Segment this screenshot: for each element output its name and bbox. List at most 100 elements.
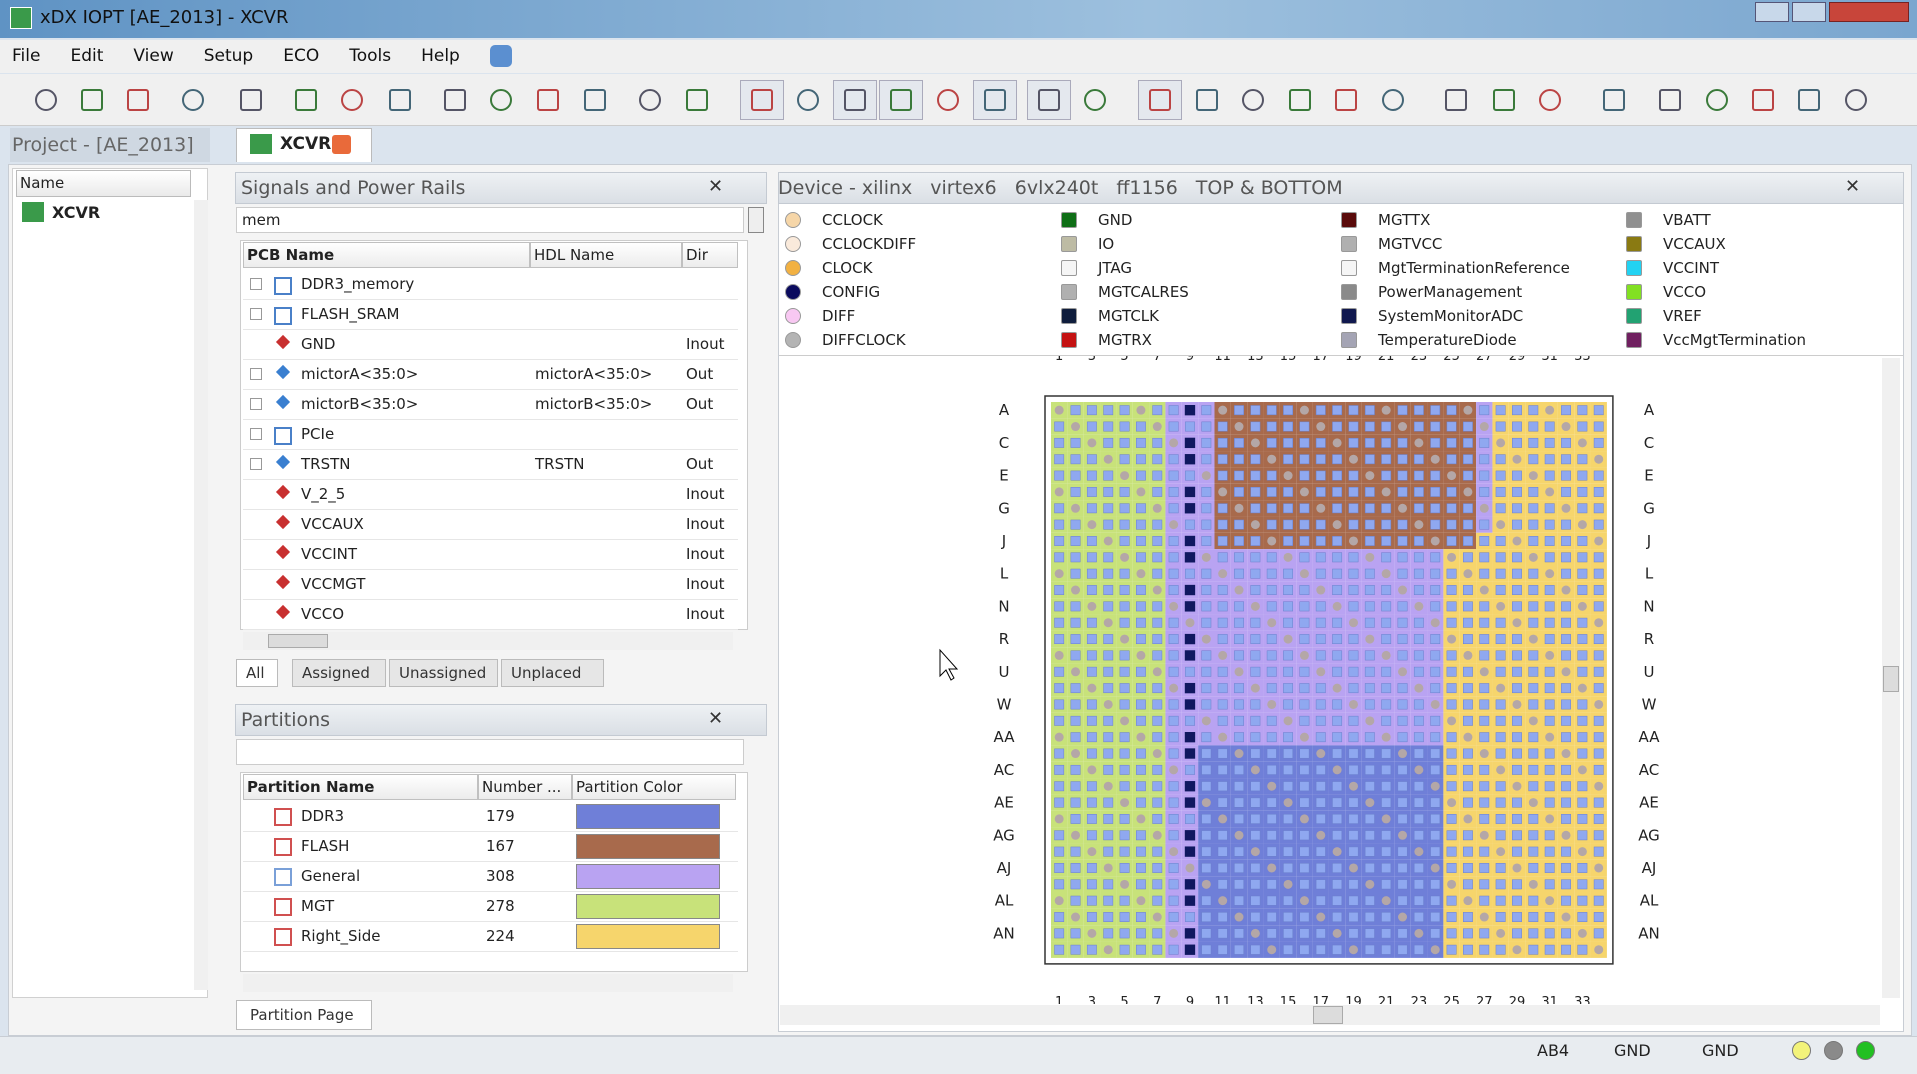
expand-toggle[interactable]: [250, 308, 262, 320]
signal-name[interactable]: VCCMGT: [301, 575, 366, 593]
menu-item[interactable]: Help: [421, 46, 460, 66]
filter-tab[interactable]: [501, 659, 604, 687]
column-header[interactable]: Number ...: [482, 778, 562, 796]
column-header[interactable]: PCB Name: [247, 246, 335, 264]
toolbar-icon[interactable]: [536, 89, 559, 111]
signals-filter[interactable]: mem: [242, 211, 281, 229]
menu-item[interactable]: View: [133, 46, 174, 66]
project-item[interactable]: XCVR: [52, 203, 101, 222]
maximize-button[interactable]: [1792, 2, 1826, 22]
partition-name[interactable]: MGT: [301, 897, 335, 915]
partition-page-label[interactable]: Partition Page: [250, 1006, 354, 1024]
partition-page-tab[interactable]: [236, 1000, 372, 1030]
expand-toggle[interactable]: [250, 458, 262, 470]
toolbar-icon[interactable]: [80, 89, 103, 111]
toolbar-icon[interactable]: [685, 89, 708, 111]
partitions-close[interactable]: ✕: [708, 708, 724, 729]
toolbar-icon[interactable]: [388, 89, 411, 111]
filter-tab-label[interactable]: Unassigned: [399, 664, 487, 682]
toolbar-icon[interactable]: [443, 89, 466, 111]
toolbar-button-frame[interactable]: [879, 80, 924, 120]
toolbar-button-frame[interactable]: [739, 80, 784, 120]
toolbar-icon[interactable]: [843, 89, 866, 111]
filter-tab-label[interactable]: Assigned: [302, 664, 370, 682]
menu-item[interactable]: Setup: [203, 46, 254, 66]
toolbar-icon[interactable]: [1844, 89, 1867, 111]
minimize-button[interactable]: [1755, 2, 1789, 22]
toolbar-icon[interactable]: [127, 89, 150, 111]
toolbar-button-frame[interactable]: [1026, 80, 1071, 120]
partition-name[interactable]: Right_Side: [301, 927, 381, 945]
signal-name[interactable]: VCCAUX: [301, 515, 364, 533]
toolbar-icon[interactable]: [35, 89, 58, 111]
device-vscroll-thumb[interactable]: [1883, 666, 1899, 692]
column-header[interactable]: Dir: [686, 246, 708, 264]
toolbar-icon[interactable]: [1084, 89, 1107, 111]
partition-name[interactable]: DDR3: [301, 807, 345, 825]
xcvr-tab-close[interactable]: [332, 135, 351, 154]
toolbar-icon[interactable]: [182, 89, 205, 111]
filter-tab-label[interactable]: All: [246, 664, 265, 682]
signal-name[interactable]: PCIe: [301, 425, 335, 443]
toolbar-button-frame[interactable]: [973, 80, 1018, 120]
toolbar-icon[interactable]: [1659, 89, 1682, 111]
toolbar-icon[interactable]: [1751, 89, 1774, 111]
expand-toggle[interactable]: [250, 398, 262, 410]
menu-item[interactable]: ECO: [283, 46, 320, 66]
toolbar-icon[interactable]: [984, 89, 1007, 111]
signal-name[interactable]: mictorA<35:0>: [301, 365, 419, 383]
filter-tab[interactable]: [389, 659, 498, 687]
filter-tab[interactable]: [292, 659, 386, 687]
toolbar-icon[interactable]: [1381, 89, 1404, 111]
menu-item[interactable]: Edit: [70, 46, 104, 66]
signals-close[interactable]: ✕: [708, 176, 724, 197]
column-header[interactable]: Partition Name: [247, 778, 375, 796]
menu-item[interactable]: Tools: [349, 46, 392, 66]
signal-name[interactable]: FLASH_SRAM: [301, 305, 400, 323]
column-header[interactable]: Partition Color: [576, 778, 683, 796]
toolbar-icon[interactable]: [1288, 89, 1311, 111]
toolbar-icon[interactable]: [1705, 89, 1728, 111]
toolbar-icon[interactable]: [1149, 89, 1172, 111]
toolbar-icon[interactable]: [639, 89, 662, 111]
partition-name[interactable]: FLASH: [301, 837, 350, 855]
toolbar-icon[interactable]: [1242, 89, 1265, 111]
toolbar-icon[interactable]: [1195, 89, 1218, 111]
toolbar-icon[interactable]: [1335, 89, 1358, 111]
toolbar-icon[interactable]: [1539, 89, 1562, 111]
signals-hscroll-thumb[interactable]: [268, 634, 328, 648]
menu-item[interactable]: File: [12, 46, 41, 66]
partition-name[interactable]: General: [301, 867, 361, 885]
toolbar-icon[interactable]: [1492, 89, 1515, 111]
toolbar-icon[interactable]: [750, 89, 773, 111]
toolbar-icon[interactable]: [490, 89, 513, 111]
signal-name[interactable]: VCCO: [301, 605, 345, 623]
toolbar-icon[interactable]: [584, 89, 607, 111]
signal-name[interactable]: GND: [301, 335, 336, 353]
toolbar-icon[interactable]: [1602, 89, 1625, 111]
toolbar-button-frame[interactable]: [1138, 80, 1183, 120]
toolbar-icon[interactable]: [1798, 89, 1821, 111]
toolbar-button-frame[interactable]: [832, 80, 877, 120]
device-close[interactable]: ✕: [1845, 176, 1861, 197]
toolbar-icon[interactable]: [890, 89, 913, 111]
toolbar-icon[interactable]: [239, 89, 262, 111]
toolbar-icon[interactable]: [294, 89, 317, 111]
expand-toggle[interactable]: [250, 368, 262, 380]
signals-filter-go[interactable]: [748, 207, 764, 233]
device-hscroll-thumb[interactable]: [1313, 1006, 1343, 1024]
toolbar-icon[interactable]: [1445, 89, 1468, 111]
column-header[interactable]: HDL Name: [534, 246, 615, 264]
toolbar-icon[interactable]: [797, 89, 820, 111]
filter-tab-label[interactable]: Unplaced: [511, 664, 582, 682]
signal-name[interactable]: V_2_5: [301, 485, 346, 503]
signal-name[interactable]: VCCINT: [301, 545, 358, 563]
close-button[interactable]: [1829, 2, 1909, 22]
signal-name[interactable]: mictorB<35:0>: [301, 395, 419, 413]
expand-toggle[interactable]: [250, 428, 262, 440]
toolbar-icon[interactable]: [936, 89, 959, 111]
expand-toggle[interactable]: [250, 278, 262, 290]
toolbar-icon[interactable]: [341, 89, 364, 111]
signals-filter-box[interactable]: [236, 207, 744, 233]
